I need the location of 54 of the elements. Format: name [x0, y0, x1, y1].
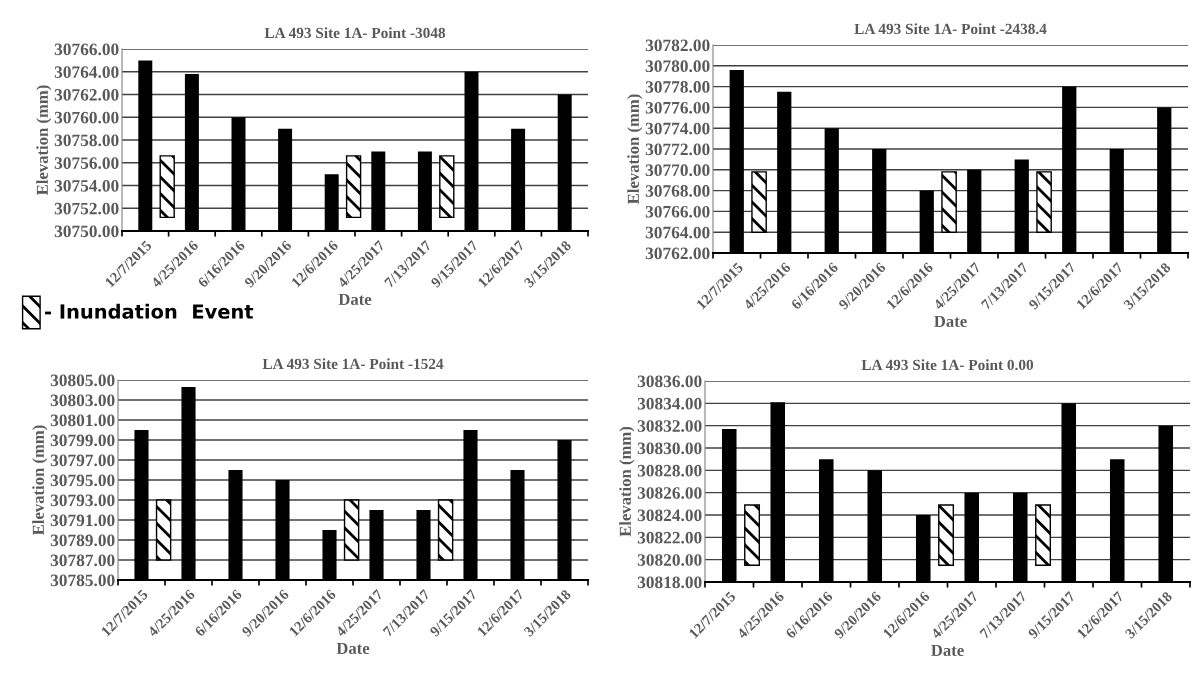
- x-axis-title: Date: [336, 642, 370, 655]
- chart-title: LA 493 Site 1A- Point -2438.4: [854, 23, 1047, 35]
- y-tick-label: 30795.00: [50, 474, 115, 487]
- y-tick-label: 30750.00: [54, 225, 119, 238]
- y-tick-label: 30834.00: [637, 397, 702, 410]
- legend-label: - Inundation Event: [45, 303, 254, 319]
- y-tick-label: 30752.00: [54, 202, 119, 215]
- y-axis-title: Elevation (mm): [32, 425, 48, 536]
- y-tick-label: 30764.00: [645, 226, 710, 239]
- y-tick-label: 30774.00: [645, 122, 710, 135]
- y-tick-label: 30776.00: [645, 101, 710, 114]
- y-tick-label: 30832.00: [637, 420, 702, 432]
- y-tick-label: 30780.00: [645, 60, 710, 73]
- y-tick-label: 30805.00: [50, 374, 115, 387]
- y-tick-label: 30799.00: [50, 434, 115, 447]
- y-tick-label: 30782.00: [645, 39, 710, 52]
- y-tick-label: 30756.00: [54, 157, 119, 170]
- x-axis-title: Date: [931, 644, 964, 657]
- y-tick-label: 30762.00: [54, 88, 119, 101]
- x-axis-title: Date: [934, 315, 967, 328]
- y-tick-label: 30754.00: [54, 179, 119, 192]
- y-tick-label: 30766.00: [54, 43, 119, 56]
- y-tick-label: 30764.00: [54, 66, 119, 79]
- y-axis-title: Elevation (mm): [627, 94, 643, 205]
- y-tick-label: 30826.00: [637, 487, 702, 499]
- y-tick-label: 30803.00: [50, 394, 115, 407]
- y-tick-label: 30818.00: [637, 576, 702, 589]
- y-tick-label: 30830.00: [637, 442, 702, 455]
- y-tick-label: 30770.00: [645, 164, 710, 177]
- y-tick-label: 30822.00: [637, 531, 702, 544]
- chart-title: LA 493 Site 1A- Point 0.00: [861, 359, 1034, 371]
- chart-title: LA 493 Site 1A- Point -1524: [262, 358, 444, 370]
- y-tick-label: 30758.00: [54, 134, 119, 147]
- y-axis-title: Elevation (mm): [36, 85, 52, 196]
- y-tick-label: 30762.00: [645, 247, 710, 260]
- y-tick-label: 30793.00: [50, 494, 115, 507]
- y-tick-label: 30836.00: [637, 375, 702, 388]
- y-tick-label: 30820.00: [637, 554, 702, 566]
- y-tick-label: 30828.00: [637, 464, 702, 477]
- y-axis-title: Elevation (mm): [619, 426, 635, 537]
- y-tick-label: 30789.00: [50, 534, 115, 547]
- y-tick-label: 30801.00: [50, 414, 115, 427]
- y-tick-label: 30766.00: [645, 205, 710, 218]
- y-tick-label: 30797.00: [50, 454, 115, 467]
- y-tick-label: 30768.00: [645, 185, 710, 197]
- y-tick-label: 30760.00: [54, 111, 119, 124]
- y-tick-label: 30791.00: [50, 514, 115, 527]
- y-tick-label: 30787.00: [50, 554, 115, 567]
- y-tick-label: 30824.00: [637, 509, 702, 522]
- x-axis-title: Date: [338, 293, 372, 306]
- y-tick-label: 30772.00: [645, 143, 710, 156]
- y-tick-label: 30785.00: [50, 574, 115, 587]
- chart-title: LA 493 Site 1A- Point -3048: [264, 27, 446, 39]
- y-tick-label: 30778.00: [645, 81, 710, 93]
